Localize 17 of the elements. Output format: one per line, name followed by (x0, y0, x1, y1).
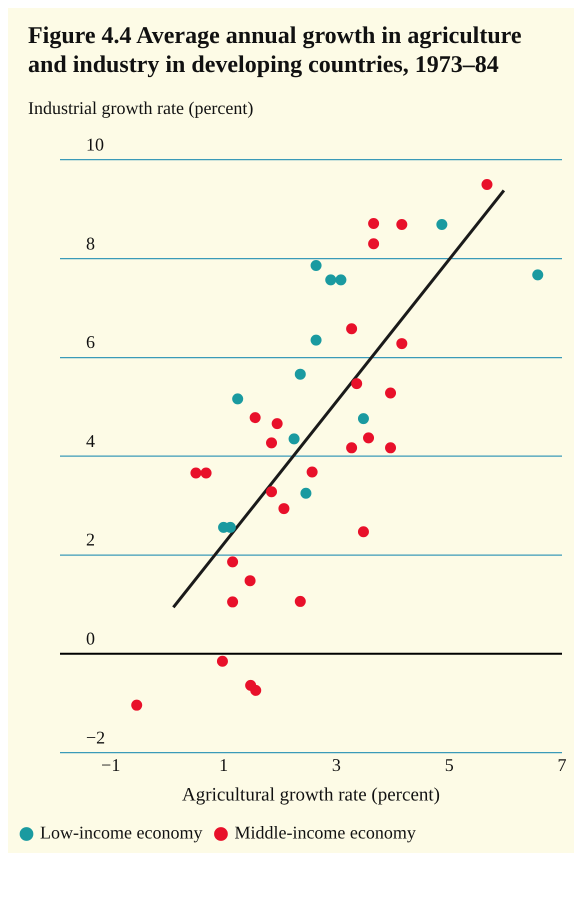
y-tick-label: 2 (86, 530, 95, 550)
x-tick-label: 3 (332, 755, 341, 776)
y-tick-label: 0 (86, 628, 95, 649)
legend-label: Low-income economy (40, 822, 202, 843)
x-tick-label: 5 (444, 755, 454, 776)
y-tick-label: 8 (86, 233, 95, 254)
chart-title: Figure 4.4 Average annual growth in agriculture and industry in developing countries, 1973–84 (27, 22, 523, 80)
x-tick-label: 7 (558, 755, 566, 776)
y-tick-label: −2 (86, 727, 106, 748)
legend-label: Middle-income economy (234, 822, 416, 843)
x-axis-title: Agricultural growth rate (percent) (182, 784, 440, 806)
x-tick-label: −1 (101, 755, 120, 776)
y-tick-label: 10 (86, 134, 104, 155)
x-tick-label: 1 (219, 755, 228, 776)
y-axis-title: Industrial growth rate (percent) (27, 97, 254, 120)
y-tick-label: 6 (86, 332, 95, 352)
y-tick-label: 4 (86, 430, 95, 451)
